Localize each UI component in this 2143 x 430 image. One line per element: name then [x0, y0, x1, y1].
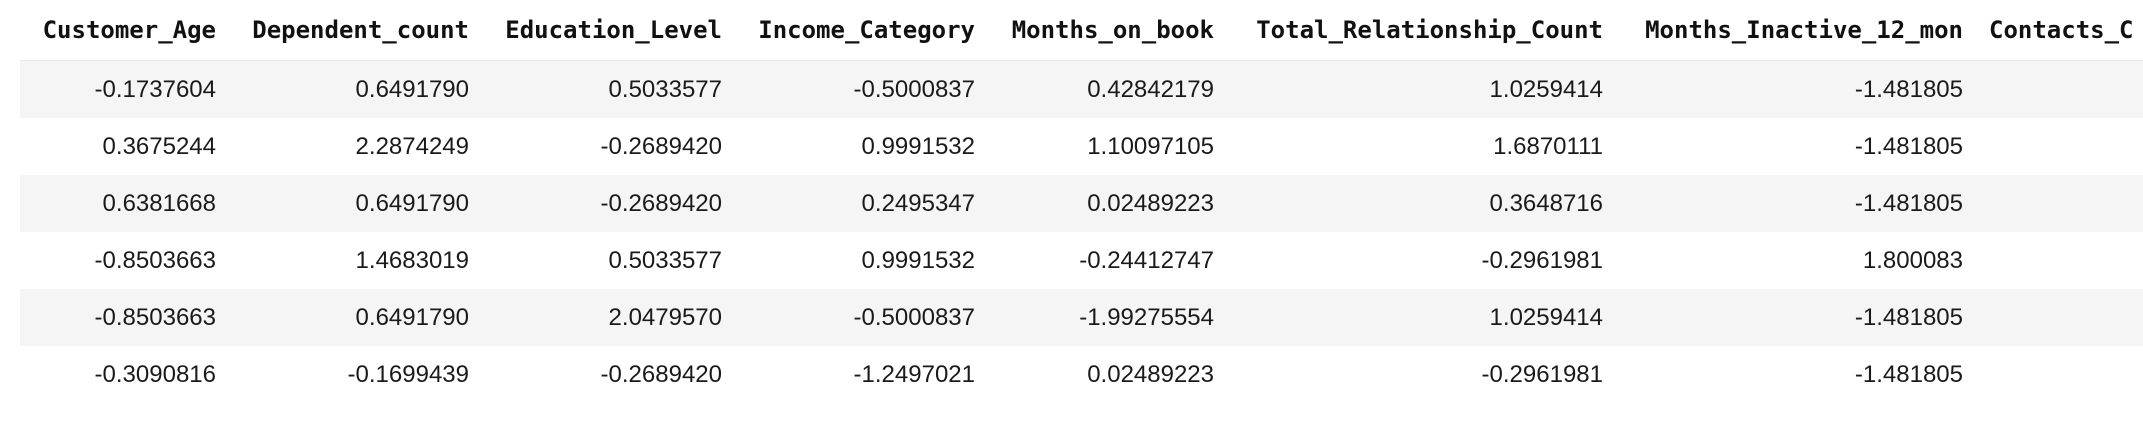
table-row: -0.8503663 1.4683019 0.5033577 0.9991532… [20, 232, 2143, 289]
table-cell: 2.0479570 [469, 289, 722, 346]
table-cell: -0.8503663 [20, 232, 216, 289]
table-cell: -0.2689420 [469, 346, 722, 403]
table-cell: 0.2495347 [722, 175, 975, 232]
table-cell: -0.1699439 [216, 346, 469, 403]
table-cell: -1.481805 [1603, 175, 1963, 232]
table-row: 0.3675244 2.2874249 -0.2689420 0.9991532… [20, 118, 2143, 175]
table-cell: -0.24412747 [975, 232, 1214, 289]
table-cell: -0.2961981 [1214, 232, 1603, 289]
column-header[interactable]: Months_Inactive_12_mon [1603, 0, 1963, 61]
table-cell: 2.2874249 [216, 118, 469, 175]
table-row: -0.3090816 -0.1699439 -0.2689420 -1.2497… [20, 346, 2143, 403]
table-cell: 0.02489223 [975, 346, 1214, 403]
table-cell [1963, 346, 2143, 403]
table-cell [1963, 118, 2143, 175]
table-row: 0.6381668 0.6491790 -0.2689420 0.2495347… [20, 175, 2143, 232]
table-cell [1963, 175, 2143, 232]
table-cell: 0.9991532 [722, 232, 975, 289]
table-cell: 0.3675244 [20, 118, 216, 175]
column-header[interactable]: Education_Level [469, 0, 722, 61]
table-cell: 0.6491790 [216, 289, 469, 346]
table-cell: -0.8503663 [20, 289, 216, 346]
data-table: Customer_Age Dependent_count Education_L… [20, 0, 2143, 403]
table-cell: 0.02489223 [975, 175, 1214, 232]
table-cell: 1.4683019 [216, 232, 469, 289]
header-row: Customer_Age Dependent_count Education_L… [20, 0, 2143, 61]
table-cell: -0.5000837 [722, 289, 975, 346]
column-header[interactable]: Customer_Age [20, 0, 216, 61]
column-header[interactable]: Months_on_book [975, 0, 1214, 61]
table-cell: 1.6870111 [1214, 118, 1603, 175]
data-table-container[interactable]: Customer_Age Dependent_count Education_L… [20, 0, 2143, 403]
table-cell: -1.481805 [1603, 118, 1963, 175]
table-cell: 1.10097105 [975, 118, 1214, 175]
table-cell: 0.6491790 [216, 60, 469, 118]
table-cell [1963, 232, 2143, 289]
table-cell: 1.0259414 [1214, 289, 1603, 346]
table-cell: -1.481805 [1603, 60, 1963, 118]
table-cell: 0.9991532 [722, 118, 975, 175]
table-cell: -0.2689420 [469, 175, 722, 232]
table-cell: 0.42842179 [975, 60, 1214, 118]
table-cell: -0.5000837 [722, 60, 975, 118]
table-cell: -1.481805 [1603, 346, 1963, 403]
table-cell: 0.5033577 [469, 232, 722, 289]
table-cell: -0.1737604 [20, 60, 216, 118]
column-header[interactable]: Contacts_C [1963, 0, 2143, 61]
table-cell: 1.0259414 [1214, 60, 1603, 118]
column-header[interactable]: Dependent_count [216, 0, 469, 61]
table-cell: -1.99275554 [975, 289, 1214, 346]
table-cell: 0.3648716 [1214, 175, 1603, 232]
column-header[interactable]: Total_Relationship_Count [1214, 0, 1603, 61]
table-cell: -1.2497021 [722, 346, 975, 403]
table-cell [1963, 289, 2143, 346]
table-cell: -0.2689420 [469, 118, 722, 175]
table-cell: -0.3090816 [20, 346, 216, 403]
table-cell: 1.800083 [1603, 232, 1963, 289]
table-row: -0.8503663 0.6491790 2.0479570 -0.500083… [20, 289, 2143, 346]
table-cell [1963, 60, 2143, 118]
table-cell: 0.6491790 [216, 175, 469, 232]
column-header[interactable]: Income_Category [722, 0, 975, 61]
table-cell: -1.481805 [1603, 289, 1963, 346]
table-cell: -0.2961981 [1214, 346, 1603, 403]
table-cell: 0.5033577 [469, 60, 722, 118]
table-cell: 0.6381668 [20, 175, 216, 232]
table-row: -0.1737604 0.6491790 0.5033577 -0.500083… [20, 60, 2143, 118]
